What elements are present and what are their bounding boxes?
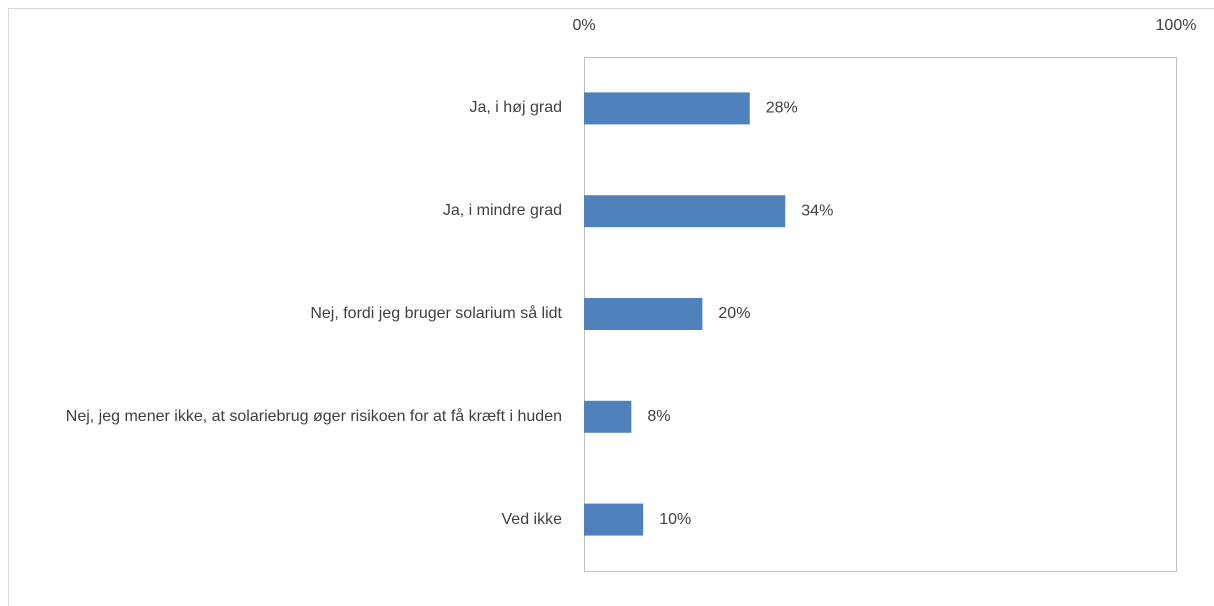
y-tick-label: Nej, fordi jeg bruger solarium så lidt	[310, 305, 562, 322]
data-label: 10%	[659, 511, 691, 528]
y-tick-label: Ved ikke	[501, 510, 562, 528]
x-tick-label: 0%	[572, 17, 595, 34]
data-label: 28%	[766, 100, 798, 117]
bar	[584, 298, 703, 330]
bar	[584, 195, 786, 228]
data-label: 20%	[718, 305, 750, 322]
bar	[584, 503, 644, 536]
y-tick-label: Ja, i mindre grad	[442, 202, 562, 220]
y-tick-label: Nej, jeg mener ikke, at solariebrug øger…	[65, 407, 562, 425]
data-label: 8%	[647, 408, 670, 425]
data-label: 34%	[801, 202, 833, 219]
x-tick-label: 100%	[1156, 17, 1197, 34]
bar	[584, 92, 750, 125]
y-tick-label: Ja, i høj grad	[469, 99, 562, 117]
bar	[584, 400, 632, 433]
chart-frame	[8, 8, 1214, 606]
